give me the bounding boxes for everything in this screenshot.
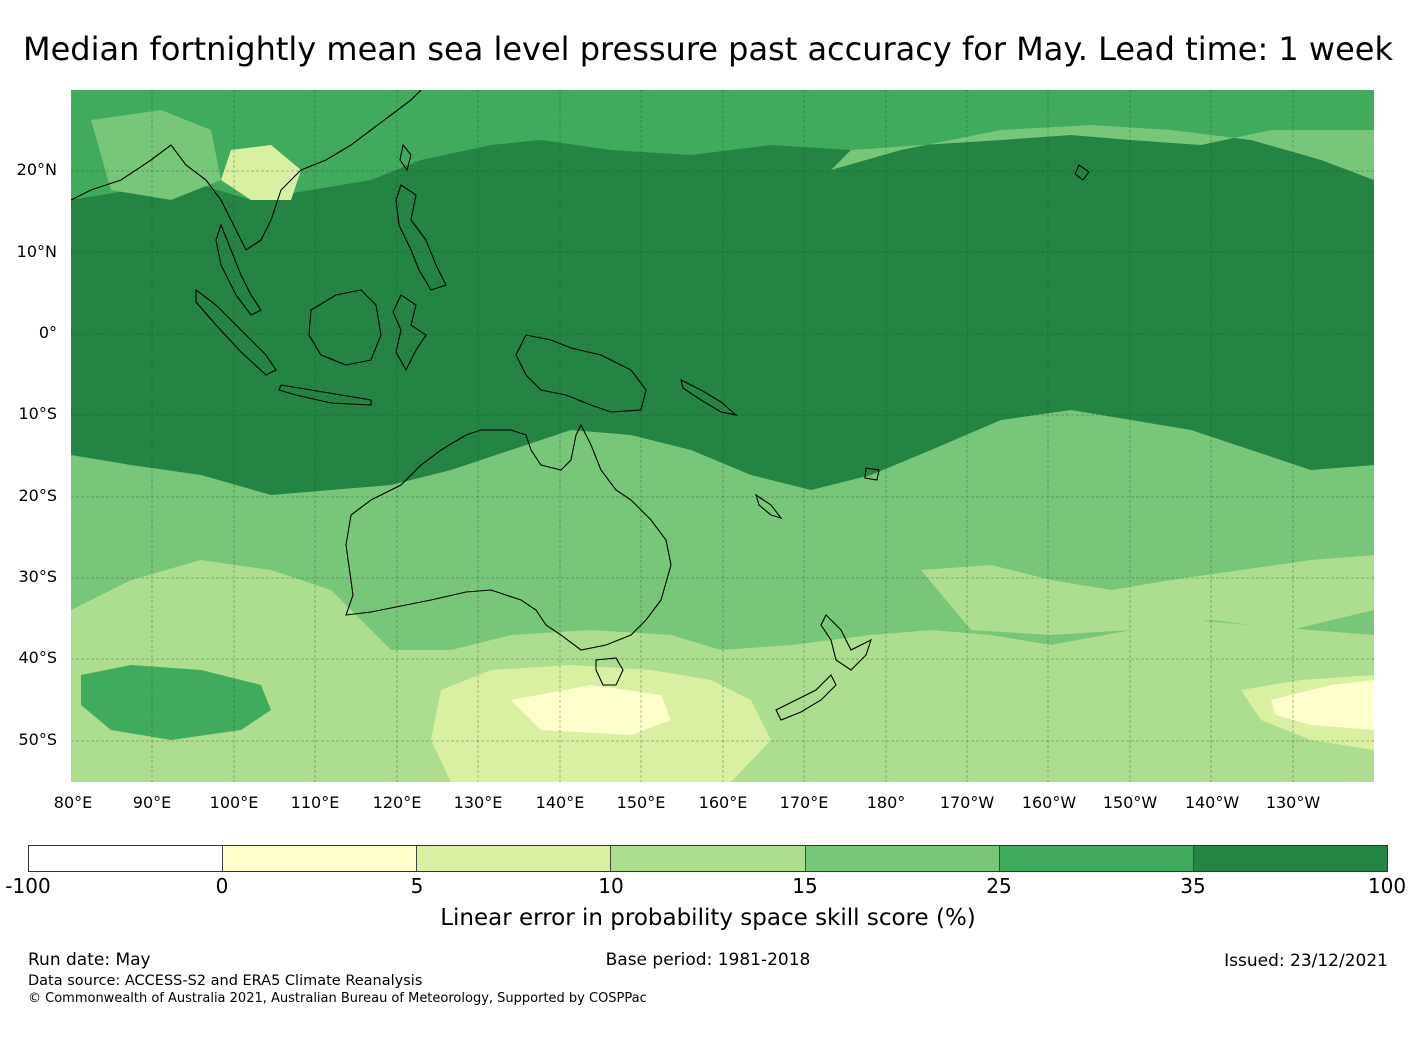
skill-score-map xyxy=(71,90,1374,782)
graticule xyxy=(71,90,1374,782)
colorbar-segment xyxy=(1193,846,1387,871)
lat-label: 20°N xyxy=(16,160,57,179)
lon-label: 150°W xyxy=(1102,793,1158,812)
skill-field-15-25-northwest xyxy=(91,110,221,200)
chart-title: Median fortnightly mean sea level pressu… xyxy=(22,30,1393,68)
colorbar-tick: 100 xyxy=(1367,874,1407,898)
colorbar-segment xyxy=(223,846,418,871)
new-zealand-south-coastline xyxy=(775,674,837,721)
copyright: © Commonwealth of Australia 2021, Austra… xyxy=(28,991,647,1006)
lon-label: 180° xyxy=(866,793,906,812)
lon-label: 150°E xyxy=(616,793,666,812)
lon-label: 100°E xyxy=(209,793,259,812)
solomon-islands-coastline xyxy=(680,378,738,416)
skill-field-10-15-south xyxy=(71,560,1374,782)
philippines-coastline xyxy=(395,184,447,291)
lon-label: 130°E xyxy=(453,793,503,812)
lon-label: 160°E xyxy=(698,793,748,812)
sulawesi-coastline xyxy=(392,294,427,372)
colorbar-tick: 5 xyxy=(410,874,424,898)
colorbar-segment xyxy=(611,846,806,871)
colorbar-segment xyxy=(29,846,224,871)
lat-label: 40°S xyxy=(18,648,57,667)
new-caledonia-coastline xyxy=(755,493,783,520)
skill-field-0-5-south xyxy=(511,685,671,735)
new-guinea-coastline xyxy=(515,334,647,413)
australia-coastline xyxy=(345,423,672,651)
lat-label: 0° xyxy=(38,323,57,342)
lon-label: 170°E xyxy=(779,793,829,812)
colorbar xyxy=(28,845,1388,872)
skill-field-5-10-northwest xyxy=(221,145,301,200)
base-period: Base period: 1981-2018 xyxy=(605,950,811,970)
hawaii-coastline xyxy=(1074,164,1090,181)
colorbar-segment xyxy=(805,846,1000,871)
lon-label: 140°W xyxy=(1184,793,1240,812)
new-zealand-north-coastline xyxy=(820,614,872,671)
issued-date: Issued: 23/12/2021 xyxy=(1224,951,1388,971)
lon-label: 90°E xyxy=(132,793,172,812)
java-coastline xyxy=(278,384,372,406)
fiji-coastline xyxy=(864,467,880,481)
colorbar-tick: 15 xyxy=(792,874,818,898)
lon-label: 120°E xyxy=(372,793,422,812)
lat-label: 50°S xyxy=(18,730,57,749)
lon-label: 170°W xyxy=(939,793,995,812)
lat-label: 10°N xyxy=(16,242,57,261)
coastlines xyxy=(71,90,1090,721)
lon-label: 140°E xyxy=(535,793,585,812)
sumatra-coastline xyxy=(195,288,277,376)
skill-field-35-100-tropics xyxy=(71,130,1374,495)
tasmania-coastline xyxy=(595,657,624,686)
data-source: Data source: ACCESS-S2 and ERA5 Climate … xyxy=(28,973,423,989)
skill-field-10-15-southeast xyxy=(921,555,1374,635)
colorbar-title: Linear error in probability space skill … xyxy=(440,905,976,931)
colorbar-tick: -100 xyxy=(5,874,51,898)
colorbar-tick: 0 xyxy=(215,874,229,898)
mainland-asia-coastline xyxy=(71,90,422,251)
malay-peninsula-coastline xyxy=(215,223,262,316)
lon-label: 160°W xyxy=(1021,793,1077,812)
run-date: Run date: May xyxy=(28,950,151,970)
colorbar-tick: 35 xyxy=(1180,874,1206,898)
colorbar-segment xyxy=(417,846,612,871)
borneo-coastline xyxy=(308,289,382,366)
skill-field-25-35-southwest xyxy=(81,665,271,740)
colorbar-segment xyxy=(999,846,1194,871)
lon-label: 130°W xyxy=(1265,793,1321,812)
colorbar-tick: 10 xyxy=(598,874,624,898)
colorbar-tick: 25 xyxy=(986,874,1012,898)
lat-label: 10°S xyxy=(18,404,57,423)
taiwan-coastline xyxy=(399,143,412,172)
skill-field-0-5-southeast xyxy=(1271,680,1374,730)
skill-field-15-25-north xyxy=(831,125,1374,180)
lon-label: 80°E xyxy=(53,793,93,812)
lon-label: 110°E xyxy=(290,793,340,812)
lat-label: 30°S xyxy=(18,567,57,586)
lat-label: 20°S xyxy=(18,486,57,505)
